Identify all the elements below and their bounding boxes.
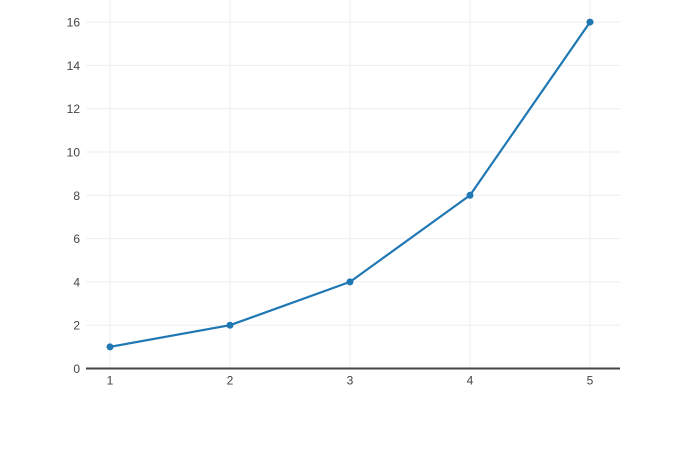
y-tick-label: 14 [67,59,81,73]
y-tick-label: 8 [73,189,80,203]
x-tick-label: 2 [227,374,234,388]
x-tick-label: 1 [107,374,114,388]
series-marker[interactable] [466,191,474,199]
y-tick-label: 2 [73,319,80,333]
y-tick-label: 0 [73,362,80,376]
series-marker[interactable] [346,278,354,286]
y-tick-label: 10 [67,145,81,159]
y-tick-label: 6 [73,232,80,246]
y-tick-label: 16 [67,16,81,30]
x-tick-label: 5 [587,374,594,388]
series-marker[interactable] [226,321,234,329]
x-tick-label: 3 [347,374,354,388]
y-tick-label: 4 [73,275,80,289]
series-marker[interactable] [586,18,594,26]
y-tick-label: 12 [67,102,81,116]
series-marker[interactable] [106,343,114,351]
x-tick-label: 4 [467,374,474,388]
